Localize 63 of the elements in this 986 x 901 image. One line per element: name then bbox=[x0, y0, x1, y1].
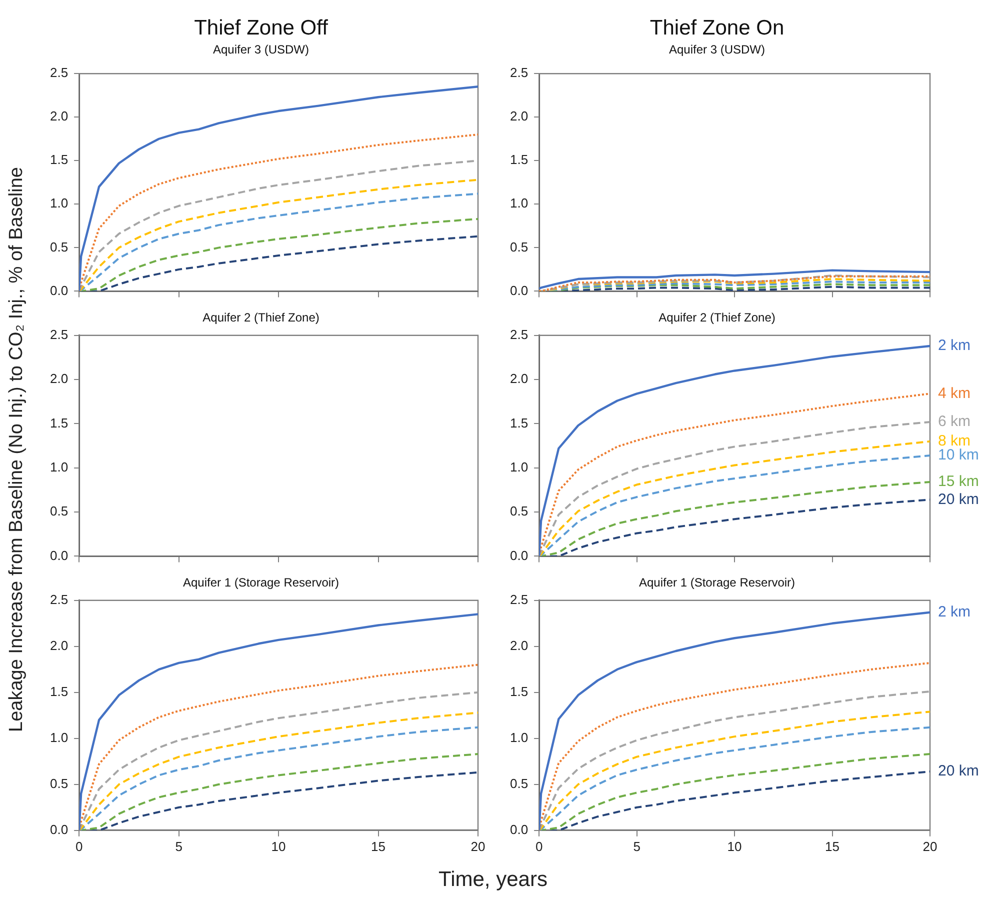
series-label: 2 km bbox=[938, 337, 971, 354]
chart-title: Aquifer 2 (Thief Zone) bbox=[202, 310, 320, 325]
y-tick-label: 2.0 bbox=[50, 108, 68, 124]
y-tick-label: 0.0 bbox=[510, 282, 528, 298]
y-tick-label: 0.5 bbox=[510, 239, 528, 254]
x-tick-label: 5 bbox=[175, 838, 182, 854]
y-tick-label: 2.5 bbox=[50, 592, 68, 607]
y-tick-label: 0.0 bbox=[510, 822, 528, 837]
x-tick-label: 15 bbox=[371, 838, 386, 854]
y-tick-label: 2.5 bbox=[50, 65, 68, 80]
y-tick-label: 1.0 bbox=[510, 196, 528, 211]
y-tick-label: 0.0 bbox=[510, 548, 528, 563]
chart-title: Thief Zone Off bbox=[194, 16, 328, 40]
y-tick-label: 0.5 bbox=[50, 776, 68, 791]
y-tick-label: 1.5 bbox=[510, 152, 528, 168]
y-tick-label: 1.0 bbox=[510, 730, 528, 745]
y-tick-label: 2.0 bbox=[510, 108, 528, 124]
y-tick-label: 2.5 bbox=[510, 592, 528, 607]
x-tick-label: 10 bbox=[727, 838, 742, 854]
y-tick-label: 2.0 bbox=[510, 638, 528, 653]
series-label: 2 km bbox=[938, 604, 971, 620]
x-axis-title: Time, years bbox=[438, 868, 548, 892]
y-tick-label: 1.5 bbox=[510, 415, 528, 430]
series-label: 20 km bbox=[938, 762, 979, 780]
y-tick-label: 1.0 bbox=[510, 459, 528, 474]
y-tick-label: 0.5 bbox=[510, 776, 528, 791]
y-tick-label: 2.0 bbox=[510, 371, 528, 386]
x-tick-label: 0 bbox=[535, 838, 543, 854]
chart-title: Aquifer 2 (Thief Zone) bbox=[658, 310, 776, 325]
series-label: 15 km bbox=[938, 473, 979, 490]
y-tick-label: 0.0 bbox=[50, 822, 68, 837]
y-tick-label: 1.0 bbox=[50, 459, 68, 474]
y-tick-label: 0.0 bbox=[50, 548, 68, 563]
chart-subtitle: Aquifer 3 (USDW) bbox=[668, 42, 766, 57]
y-tick-label: 1.0 bbox=[50, 196, 68, 211]
y-axis-title: Leakage Increase from Baseline (No Inj.) to CO₂ Inj., % of Baseline bbox=[6, 168, 28, 732]
y-tick-label: 0.0 bbox=[50, 282, 68, 298]
y-tick-label: 1.5 bbox=[50, 415, 68, 430]
x-tick-label: 0 bbox=[75, 838, 83, 854]
chart-title: Aquifer 1 (Storage Reservoir) bbox=[638, 576, 796, 590]
y-tick-label: 1.0 bbox=[50, 730, 68, 745]
chart-subtitle: Aquifer 3 (USDW) bbox=[212, 42, 310, 57]
x-tick-label: 10 bbox=[271, 838, 286, 854]
series-label: 20 km bbox=[938, 490, 979, 508]
x-tick-label: 5 bbox=[633, 838, 640, 854]
y-tick-label: 1.5 bbox=[50, 684, 68, 699]
y-tick-label: 2.0 bbox=[50, 638, 68, 653]
y-tick-label: 2.0 bbox=[50, 371, 68, 386]
x-tick-label: 20 bbox=[922, 838, 938, 854]
x-tick-label: 20 bbox=[470, 838, 486, 854]
x-tick-label: 15 bbox=[825, 838, 840, 854]
y-tick-label: 1.5 bbox=[510, 684, 528, 699]
series-label: 4 km bbox=[938, 384, 971, 402]
chart-title: Aquifer 1 (Storage Reservoir) bbox=[182, 576, 340, 590]
y-tick-label: 2.5 bbox=[510, 65, 528, 80]
y-tick-label: 0.5 bbox=[510, 504, 528, 519]
y-tick-label: 1.5 bbox=[50, 152, 68, 168]
y-tick-label: 0.5 bbox=[50, 239, 68, 254]
series-label: 6 km bbox=[938, 413, 971, 430]
chart-title: Thief Zone On bbox=[650, 16, 784, 40]
y-tick-label: 2.5 bbox=[50, 326, 68, 342]
y-tick-label: 0.5 bbox=[50, 504, 68, 519]
y-tick-label: 2.5 bbox=[510, 326, 528, 342]
